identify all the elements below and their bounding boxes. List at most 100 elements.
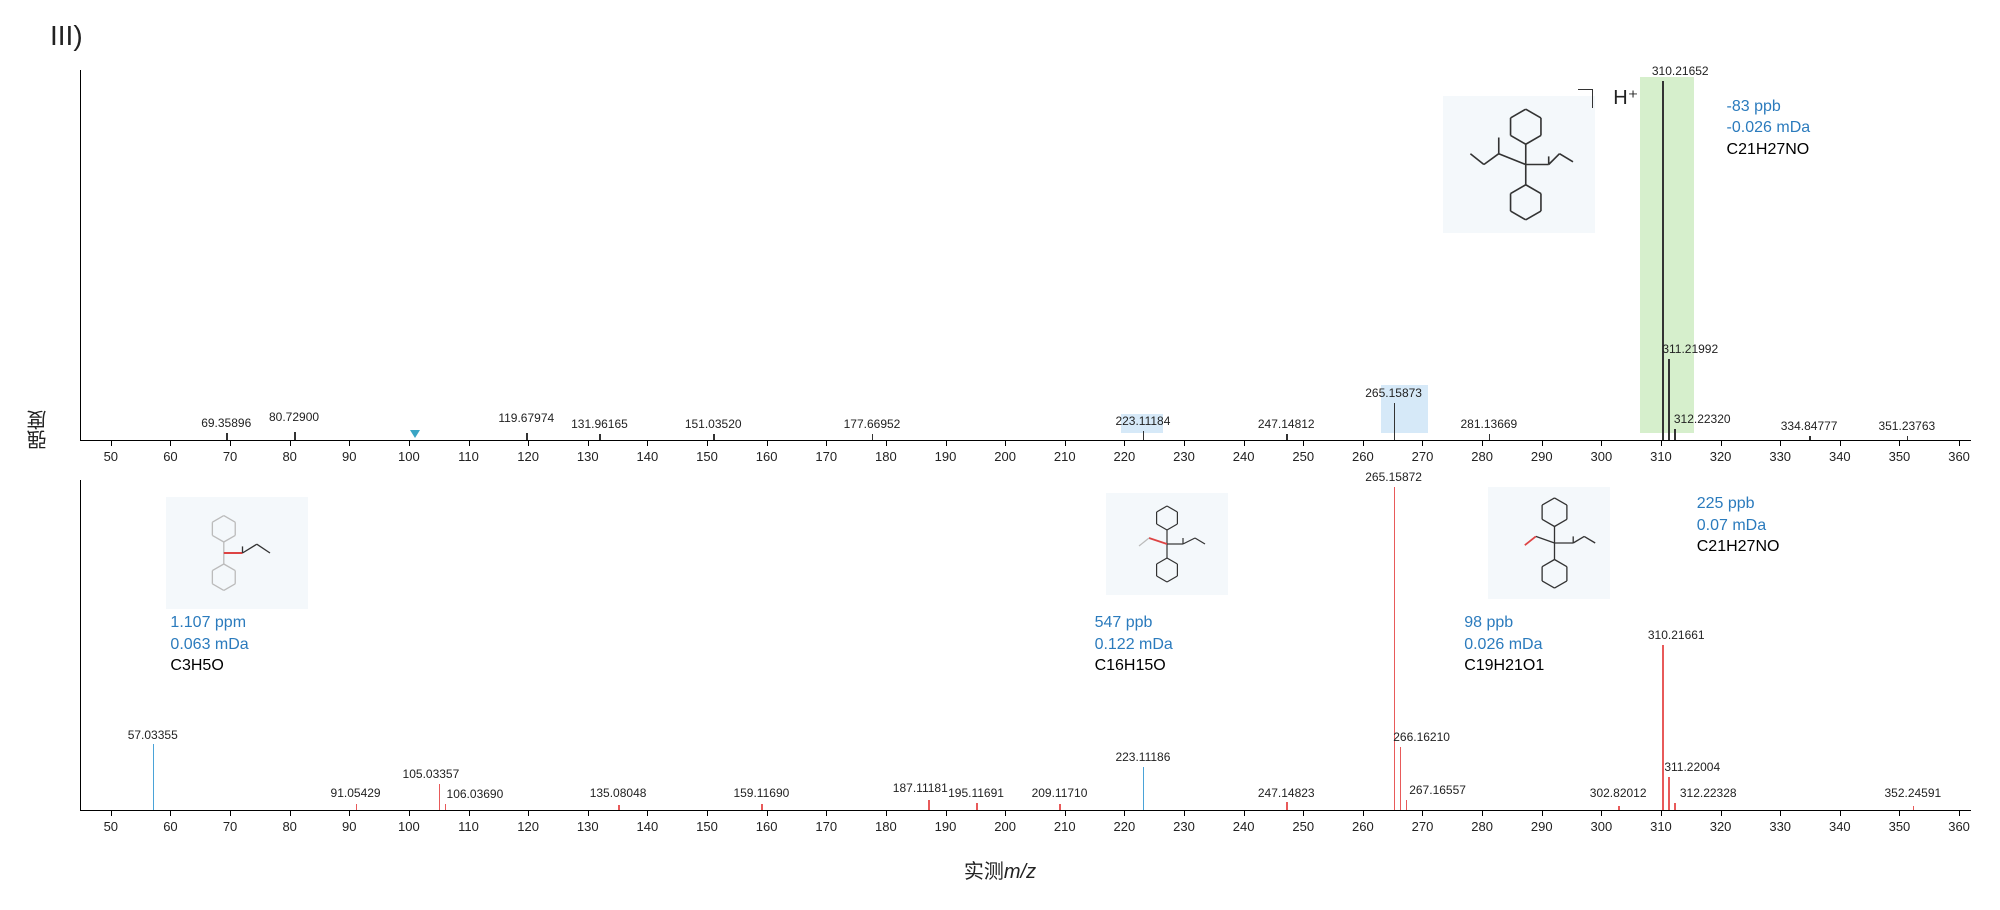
- x-tick: [1482, 810, 1483, 816]
- x-tick: [1542, 440, 1543, 446]
- x-tick-label: 80: [282, 819, 296, 834]
- x-axis-label: 实测m/z: [20, 855, 1980, 884]
- x-tick-label: 270: [1412, 819, 1434, 834]
- x-tick: [1363, 440, 1364, 446]
- x-tick-label: 210: [1054, 449, 1076, 464]
- peak-label: 281.13669: [1461, 417, 1518, 431]
- x-tick-label: 120: [517, 449, 539, 464]
- x-tick: [886, 440, 887, 446]
- x-tick: [826, 810, 827, 816]
- peak-label: 80.72900: [269, 410, 319, 424]
- x-tick: [1303, 810, 1304, 816]
- x-tick: [588, 810, 589, 816]
- x-tick-label: 230: [1173, 449, 1195, 464]
- peak-label: 151.03520: [685, 417, 742, 431]
- x-tick: [1184, 810, 1185, 816]
- bracket-icon: [1578, 89, 1593, 109]
- peak: [1668, 359, 1670, 440]
- peak-label: 223.11184: [1115, 414, 1170, 428]
- x-tick: [230, 810, 231, 816]
- x-tick-label: 270: [1412, 449, 1434, 464]
- x-tick: [707, 810, 708, 816]
- x-tick: [349, 440, 350, 446]
- peak-label: 209.11710: [1032, 786, 1088, 800]
- peak: [1143, 767, 1145, 810]
- x-tick: [409, 810, 410, 816]
- anno-formula: C19H21O1: [1464, 655, 1544, 677]
- annotation-block: -83 ppb-0.026 mDaC21H27NO: [1727, 96, 1811, 161]
- x-tick-label: 190: [935, 449, 957, 464]
- h-plus-label: H⁺: [1613, 85, 1638, 110]
- peak-label: 247.14812: [1258, 417, 1315, 431]
- peak-label: 265.15872: [1365, 470, 1422, 484]
- peak: [976, 803, 978, 810]
- x-tick: [1065, 810, 1066, 816]
- x-tick-label: 330: [1769, 819, 1791, 834]
- x-tick: [886, 810, 887, 816]
- peak: [1674, 429, 1676, 440]
- x-tick: [707, 440, 708, 446]
- x-tick-label: 250: [1292, 819, 1314, 834]
- x-tick-label: 50: [104, 819, 118, 834]
- x-tick: [1899, 440, 1900, 446]
- spectrum-bottom: 5060708090100110120130140150160170180190…: [80, 480, 1970, 810]
- x-axis-label-prefix: 实测: [964, 861, 1004, 883]
- x-tick-label: 280: [1471, 449, 1493, 464]
- anno-mda: 0.07 mDa: [1697, 515, 1780, 537]
- peak-label: 334.84777: [1781, 419, 1838, 433]
- x-tick-label: 140: [637, 819, 659, 834]
- x-tick-label: 230: [1173, 819, 1195, 834]
- x-axis-label-mz: m/z: [1004, 861, 1036, 883]
- x-tick-label: 80: [282, 449, 296, 464]
- peak-label: 311.21992: [1662, 342, 1718, 356]
- x-tick: [826, 440, 827, 446]
- x-tick: [409, 440, 410, 446]
- peak-label: 265.15873: [1365, 386, 1422, 400]
- x-tick: [1601, 810, 1602, 816]
- peak-label: 267.16557: [1409, 783, 1466, 797]
- peak-label: 105.03357: [403, 767, 460, 781]
- peak: [526, 433, 528, 440]
- x-tick-label: 50: [104, 449, 118, 464]
- structure-sketch: [166, 497, 308, 609]
- x-tick-label: 130: [577, 449, 599, 464]
- peak-label: 312.22328: [1680, 786, 1737, 800]
- x-tick: [469, 440, 470, 446]
- structure-sketch: [1106, 493, 1228, 595]
- peak: [226, 433, 228, 440]
- x-tick-label: 320: [1710, 449, 1732, 464]
- peak-label: 223.11186: [1115, 750, 1170, 764]
- x-tick: [1721, 810, 1722, 816]
- peak: [1913, 806, 1915, 810]
- x-tick-label: 260: [1352, 819, 1374, 834]
- x-tick-label: 320: [1710, 819, 1732, 834]
- peak: [1668, 777, 1670, 810]
- x-tick: [767, 440, 768, 446]
- x-tick-label: 180: [875, 819, 897, 834]
- x-tick: [170, 810, 171, 816]
- peak-label: 310.21652: [1652, 64, 1709, 78]
- x-tick-label: 110: [458, 449, 479, 464]
- anno-mda: 0.063 mDa: [170, 634, 248, 656]
- x-tick-label: 210: [1054, 819, 1076, 834]
- x-tick: [1422, 440, 1423, 446]
- x-tick: [111, 810, 112, 816]
- x-tick-label: 100: [398, 819, 420, 834]
- x-tick: [1780, 440, 1781, 446]
- x-tick-label: 60: [163, 819, 177, 834]
- x-tick-label: 240: [1233, 449, 1255, 464]
- x-tick-label: 280: [1471, 819, 1493, 834]
- x-tick-label: 150: [696, 449, 718, 464]
- spectrum-top: 5060708090100110120130140150160170180190…: [80, 70, 1970, 440]
- x-tick-label: 170: [815, 819, 837, 834]
- panel-label: III): [50, 20, 83, 52]
- x-tick: [469, 810, 470, 816]
- anno-ppm: 547 ppb: [1095, 612, 1173, 634]
- peak-label: 247.14823: [1258, 786, 1315, 800]
- peak-label: 57.03355: [128, 728, 178, 742]
- peak-label: 159.11690: [733, 786, 789, 800]
- y-axis-label: 强度: [24, 410, 53, 450]
- x-tick: [1840, 440, 1841, 446]
- plot-area-top: 5060708090100110120130140150160170180190…: [80, 70, 1971, 441]
- peak-label: 311.22004: [1664, 760, 1720, 774]
